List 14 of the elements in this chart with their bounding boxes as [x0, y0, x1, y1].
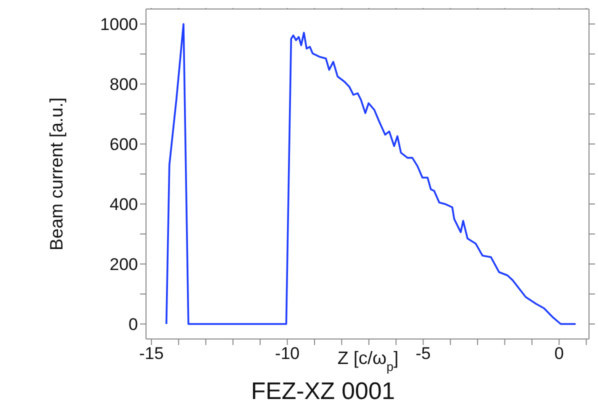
- text: FEZ-XZ 0001: [250, 378, 396, 406]
- y-tick-label: 400: [110, 195, 138, 214]
- y-tick-label: 0: [128, 315, 138, 334]
- x-tick-label: -5: [416, 344, 431, 364]
- x-tick-label: -10: [275, 344, 300, 364]
- y-tick-label: 200: [110, 255, 138, 274]
- x-tick-label: -15: [139, 344, 164, 364]
- y-tick-label: 800: [110, 75, 138, 94]
- y-tick-label: 600: [110, 135, 138, 154]
- line-series: [165, 23, 577, 325]
- x-axis-title: Z [c/ω$_{p}$]: [337, 348, 399, 374]
- y-axis-title: Beam current [a.u.]: [46, 97, 66, 251]
- y-tick-label: 1000: [100, 15, 138, 34]
- x-tick-label: 0: [554, 344, 564, 364]
